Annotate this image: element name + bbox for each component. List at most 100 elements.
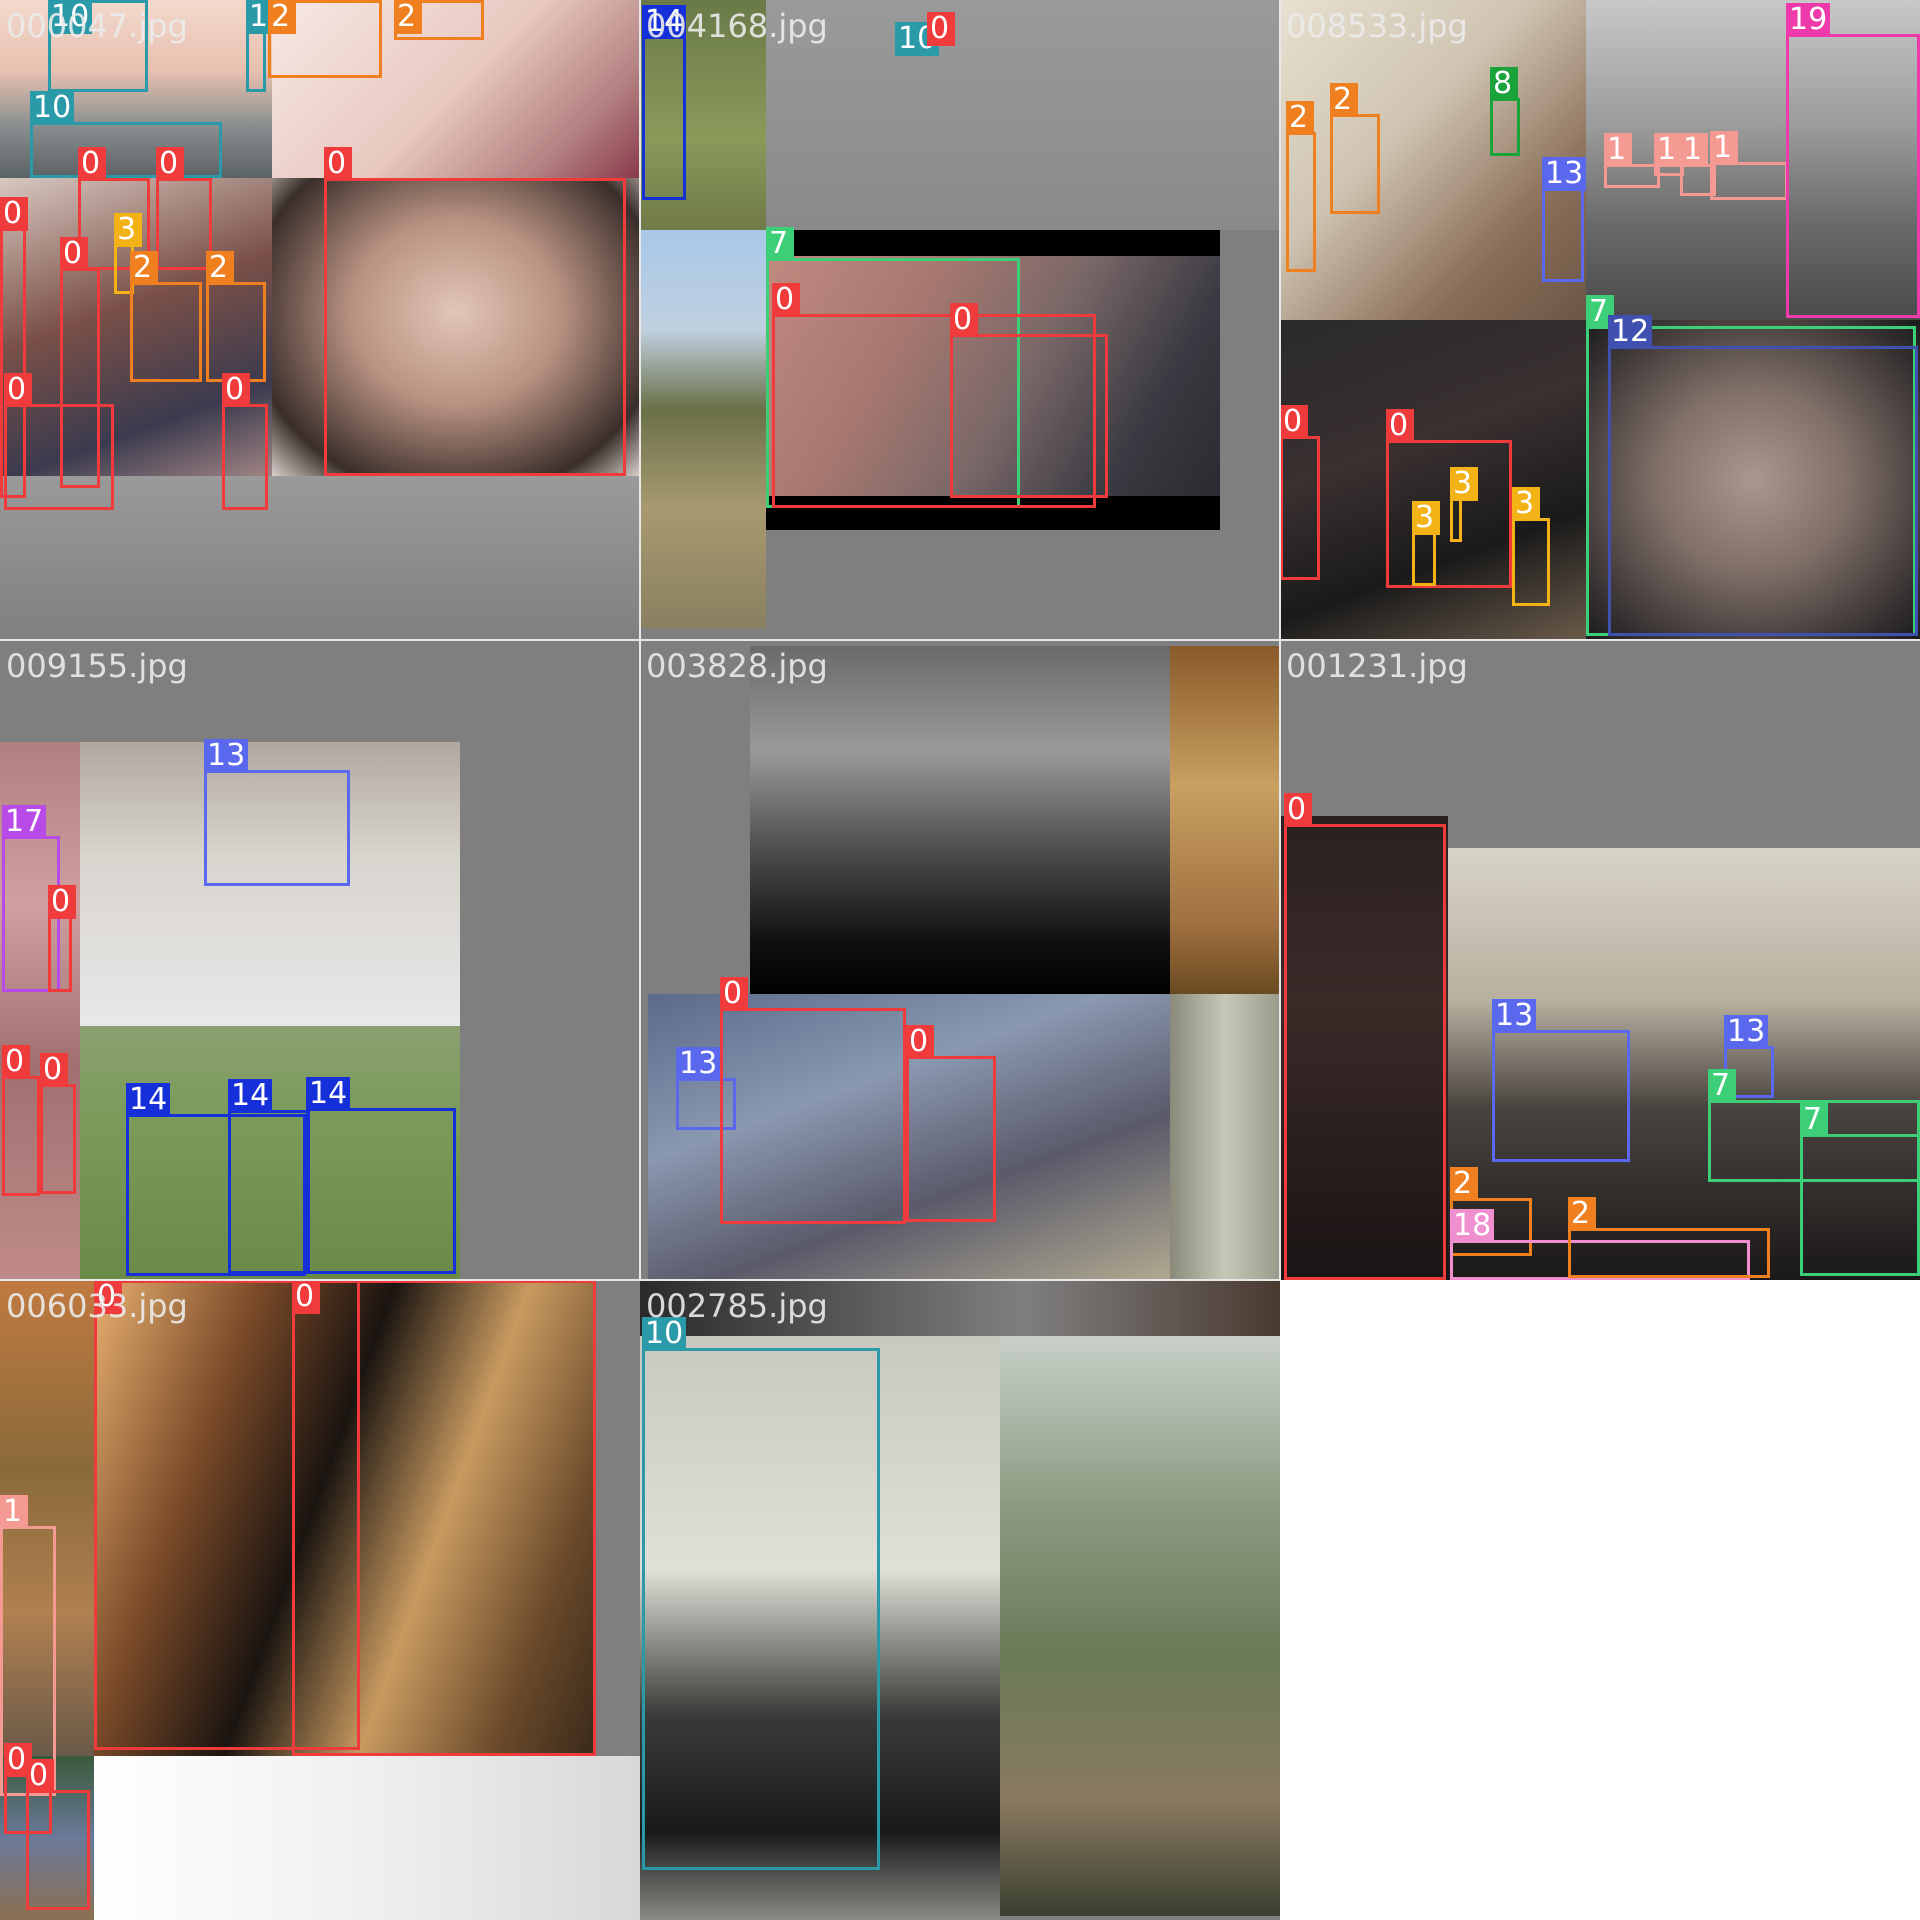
class-label: 0 xyxy=(927,12,955,46)
photo-reeds-sky xyxy=(750,646,1170,994)
bounding-box: 0 xyxy=(0,197,28,498)
class-label: 0 xyxy=(1280,405,1308,439)
class-label: 1 xyxy=(1710,131,1738,165)
class-label: 0 xyxy=(26,1759,54,1793)
bounding-box: 2 xyxy=(1568,1197,1770,1278)
class-label: 1 xyxy=(1604,133,1632,167)
class-label: 3 xyxy=(114,213,142,247)
bounding-box: 10 xyxy=(246,0,291,92)
bounding-box: 2 xyxy=(268,0,382,78)
bounding-box: 0 xyxy=(94,1280,360,1750)
photo-gray-right xyxy=(594,1280,640,1756)
class-label: 10 xyxy=(30,91,75,125)
class-label: 1 xyxy=(1654,133,1682,167)
tile-filename: 004168.jpg xyxy=(646,7,828,45)
bounding-box: 2 xyxy=(1450,1167,1532,1256)
bounding-box: 2 xyxy=(1330,83,1380,214)
class-label: 2 xyxy=(268,0,296,34)
photo-gray-fade xyxy=(0,476,640,640)
bounding-box: 0 xyxy=(78,147,150,270)
bounding-box: 0 xyxy=(906,1025,996,1222)
bounding-box: 0 xyxy=(60,237,100,488)
class-label: 13 xyxy=(1724,1015,1769,1049)
bounding-box: 1 xyxy=(1654,133,1684,176)
class-label: 1 xyxy=(1680,133,1708,167)
class-label: 0 xyxy=(4,1743,32,1777)
photo-woman-striped-shirt xyxy=(94,1280,594,1756)
class-label: 13 xyxy=(676,1047,721,1081)
bounding-box: 0 xyxy=(1386,409,1512,588)
tile-filename: 000047.jpg xyxy=(6,7,188,45)
class-label: 2 xyxy=(1450,1167,1478,1201)
bounding-box: 10 xyxy=(30,91,222,178)
bounding-box: 0 xyxy=(40,1053,76,1194)
class-label: 2 xyxy=(394,0,422,34)
class-label: 0 xyxy=(1284,793,1312,827)
mosaic-tile: 004168.jpg 14 10 0 7 0 0 xyxy=(640,0,1280,640)
class-label: 12 xyxy=(1608,315,1653,349)
class-label: 19 xyxy=(1786,3,1831,37)
mosaic-tile: 003828.jpg 13 0 0 xyxy=(640,640,1280,1280)
class-label: 0 xyxy=(1386,409,1414,443)
class-label: 0 xyxy=(4,373,32,407)
photo-cows xyxy=(80,1026,460,1280)
class-label: 0 xyxy=(772,283,800,317)
class-label: 10 xyxy=(48,0,93,34)
bounding-box: 0 xyxy=(48,885,76,992)
photo-cat xyxy=(1586,320,1920,640)
class-label: 0 xyxy=(720,977,748,1011)
bounding-box: 3 xyxy=(1512,487,1550,606)
mosaic-tile: 001231.jpg 0 13 13 7 7 2 18 2 xyxy=(1280,640,1920,1280)
bounding-box: 2 xyxy=(394,0,484,40)
bounding-box: 8 xyxy=(1490,67,1520,156)
bounding-box: 2 xyxy=(206,251,266,382)
bounding-box: 10 xyxy=(642,1317,880,1870)
bounding-box: 0 xyxy=(1280,405,1320,580)
bounding-box: 0 xyxy=(26,1759,90,1910)
photo-street-bus xyxy=(1586,0,1920,320)
bounding-box: 13 xyxy=(1542,157,1587,282)
class-label: 2 xyxy=(130,251,158,285)
class-label: 0 xyxy=(950,303,978,337)
photo-kitchen-door xyxy=(1170,646,1280,994)
bounding-box: 2 xyxy=(1286,101,1316,272)
class-label: 8 xyxy=(1490,67,1518,101)
mosaic-tile: 002785.jpg 10 xyxy=(640,1280,1280,1920)
photo-ship xyxy=(640,1336,1000,1920)
class-label: 0 xyxy=(0,197,28,231)
bounding-box: 0 xyxy=(772,283,1096,508)
bounding-box: 13 xyxy=(676,1047,736,1130)
class-label: 7 xyxy=(1800,1103,1828,1137)
class-label: 14 xyxy=(126,1083,171,1117)
class-label: 14 xyxy=(228,1079,273,1113)
class-label: 17 xyxy=(2,805,47,839)
bounding-box: 0 xyxy=(4,373,114,510)
class-label: 13 xyxy=(1492,999,1537,1033)
class-label: 0 xyxy=(40,1053,68,1087)
photo-gray-sky xyxy=(766,0,1280,230)
tile-filename: 001231.jpg xyxy=(1286,647,1468,685)
class-label: 0 xyxy=(156,147,184,181)
photo-top-strip xyxy=(640,1280,1280,1336)
bounding-box: 0 xyxy=(222,373,268,510)
bounding-box: 2 xyxy=(130,251,202,382)
photo-living-room-doorway xyxy=(1280,0,1586,320)
bounding-box: 0 xyxy=(950,303,1108,498)
class-label: 0 xyxy=(94,1280,122,1314)
bounding-box: 0 xyxy=(292,1280,596,1756)
class-label: 0 xyxy=(222,373,250,407)
class-label: 2 xyxy=(1330,83,1358,117)
class-label: 13 xyxy=(1542,157,1587,191)
photo-railway xyxy=(1000,1336,1280,1916)
bounding-box: 0 xyxy=(1284,793,1446,1280)
bounding-box: 1 xyxy=(1680,133,1716,196)
class-label: 7 xyxy=(1708,1069,1736,1103)
class-label: 2 xyxy=(1568,1197,1596,1231)
class-label: 1 xyxy=(0,1495,28,1529)
class-label: 14 xyxy=(306,1077,351,1111)
class-label: 0 xyxy=(78,147,106,181)
bounding-box: 7 xyxy=(1800,1103,1920,1276)
photo-bamboo xyxy=(1170,994,1280,1280)
bounding-box: 19 xyxy=(1786,3,1920,318)
